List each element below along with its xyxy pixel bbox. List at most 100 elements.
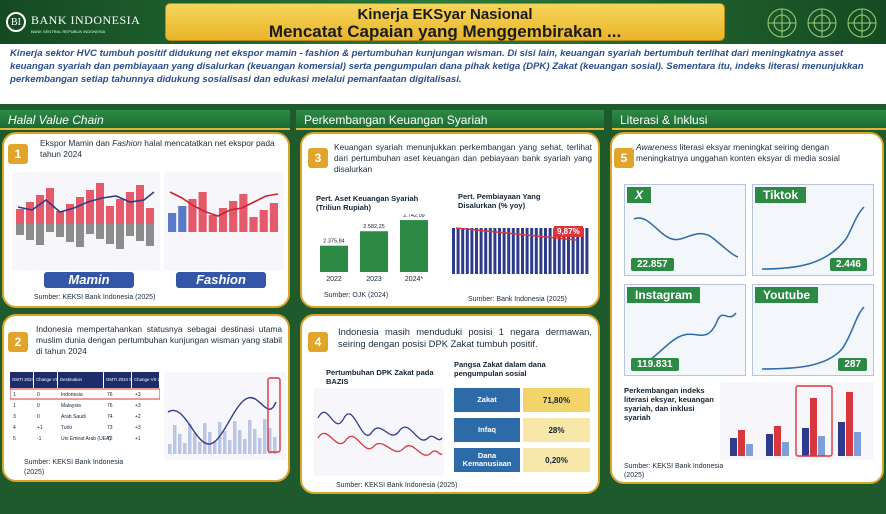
index-bar <box>818 436 825 456</box>
fin-bar <box>580 228 584 274</box>
arrivals-chart <box>164 372 286 460</box>
share-label: Zakat <box>454 388 520 412</box>
mini-bar <box>106 224 114 244</box>
table-cell: 73 <box>107 425 113 431</box>
page-subtitle: Mencatat Capaian yang Menggembirakan ... <box>268 22 622 41</box>
mini-bar <box>146 224 154 246</box>
trend-line <box>633 312 737 370</box>
mini-bar <box>16 209 24 224</box>
financing-chart <box>452 227 589 274</box>
fin-bar <box>452 228 455 274</box>
table-cell: 3 <box>13 414 16 420</box>
social-trend-chart <box>633 217 739 258</box>
table-cell: Indonesia <box>61 392 83 398</box>
arrival-bar <box>183 443 187 454</box>
mini-bar <box>16 224 24 235</box>
index-bar <box>730 438 737 456</box>
panel-number: 4 <box>308 332 328 352</box>
table-cell: 0 <box>37 414 40 420</box>
text-emphasis: Awareness <box>636 142 678 152</box>
asset-chart-title: Pert. Aset Keuangan Syariah (Triliun Rup… <box>316 194 419 212</box>
table-header-cell <box>34 372 57 388</box>
social-card-x: X 22.857 <box>624 184 746 276</box>
fin-bar <box>521 228 524 274</box>
panel-number: 5 <box>614 148 634 168</box>
mini-bar <box>96 224 104 239</box>
table-cell: 76 <box>107 403 113 409</box>
asset-bar <box>320 245 348 272</box>
mini-bar <box>229 201 238 232</box>
section-header-keuangan: Perkembangan Keuangan Syariah <box>296 110 604 130</box>
ornament-icon <box>767 8 877 38</box>
mini-bar <box>168 213 177 232</box>
social-value: 287 <box>838 358 867 371</box>
bank-logo: BI BANK INDONESIA BANK SENTRAL REPUBLIK … <box>6 8 156 36</box>
fin-bar <box>507 228 511 274</box>
arrival-bar <box>218 422 222 454</box>
index-bar <box>838 422 845 456</box>
fin-bar <box>493 228 497 274</box>
asset-year-label: 2022 <box>326 276 342 283</box>
mini-bar <box>86 190 94 224</box>
arrival-bar <box>238 430 242 454</box>
asset-value-label: 2.742,09 <box>403 214 424 219</box>
table-cell: 0 <box>37 403 40 409</box>
share-label: Dana Kemanusiaan <box>454 448 520 472</box>
asset-value-label: 2.582,25 <box>363 224 384 230</box>
source-note: Sumber: KEKSI Bank Indonesia (2025) <box>34 294 156 301</box>
arrival-bar <box>268 428 272 454</box>
social-card-tiktok: Tiktok 2.446 <box>752 184 874 276</box>
social-value: 119.831 <box>631 358 679 371</box>
panel-zakat: 4 Indonesia masih menduduki posisi 1 neg… <box>300 314 600 494</box>
fin-bar <box>585 228 589 274</box>
dpk-chart-title: Pertumbuhan DPK Zakat pada BAZIS <box>326 368 434 386</box>
table-cell: 1 <box>13 392 16 398</box>
fin-bar <box>567 228 570 274</box>
fin-bar <box>530 228 534 274</box>
arrival-bar <box>178 434 182 454</box>
mini-bar <box>66 204 74 224</box>
fashion-chart <box>164 172 284 270</box>
arrival-bar <box>223 431 227 454</box>
mini-bar <box>269 203 278 232</box>
fin-bar <box>557 228 561 274</box>
fin-bar <box>465 228 469 274</box>
panel-number: 3 <box>308 148 328 168</box>
asset-source: Sumber: OJK (2024) <box>324 292 389 299</box>
arrival-bar <box>188 424 192 454</box>
table-header-label: GMTI 2024 Rank <box>12 377 46 382</box>
financing-chart-title: Pert. Pembiayaan Yang Disalurkan (% yoy) <box>458 192 541 210</box>
text-part: Ekspor Mamin dan <box>40 138 113 148</box>
fin-bar <box>544 228 547 274</box>
highlight-row <box>10 388 160 400</box>
social-grid: X 22.857 Tiktok 2.446 Instagram 119.831 Youtub… <box>624 184 878 380</box>
arrival-bar <box>193 433 197 454</box>
fin-bar <box>470 228 474 274</box>
arrival-bar <box>168 444 172 454</box>
index-bar <box>782 442 789 456</box>
asset-bar <box>360 231 388 272</box>
index-bar <box>846 392 853 456</box>
mini-bar <box>26 202 34 224</box>
index-text: Perkembangan indeks literasi eksyar, keu… <box>624 386 714 422</box>
index-bar <box>774 426 781 456</box>
table-cell: 72 <box>107 436 113 442</box>
table-cell: 76 <box>107 392 113 398</box>
table-cell: 4 <box>13 425 16 431</box>
fin-bar <box>548 228 552 274</box>
arrival-bar <box>273 437 277 454</box>
mini-bar <box>36 224 44 245</box>
fin-bar <box>562 228 566 274</box>
mini-bar <box>136 224 144 241</box>
mini-bar <box>178 206 187 232</box>
trend-line <box>633 217 739 258</box>
mini-bar <box>198 192 207 232</box>
arrival-bar <box>233 421 237 454</box>
mini-bar <box>218 208 228 232</box>
arrival-bar <box>253 429 257 454</box>
arrival-bar <box>263 419 267 454</box>
table-header-cell <box>10 372 33 388</box>
financing-highlight: 9,87% <box>554 226 583 237</box>
table-header-label: Change VS 2023 <box>134 377 160 382</box>
panel-literacy: 5 Awareness literasi eksyar meningkat se… <box>610 132 884 484</box>
